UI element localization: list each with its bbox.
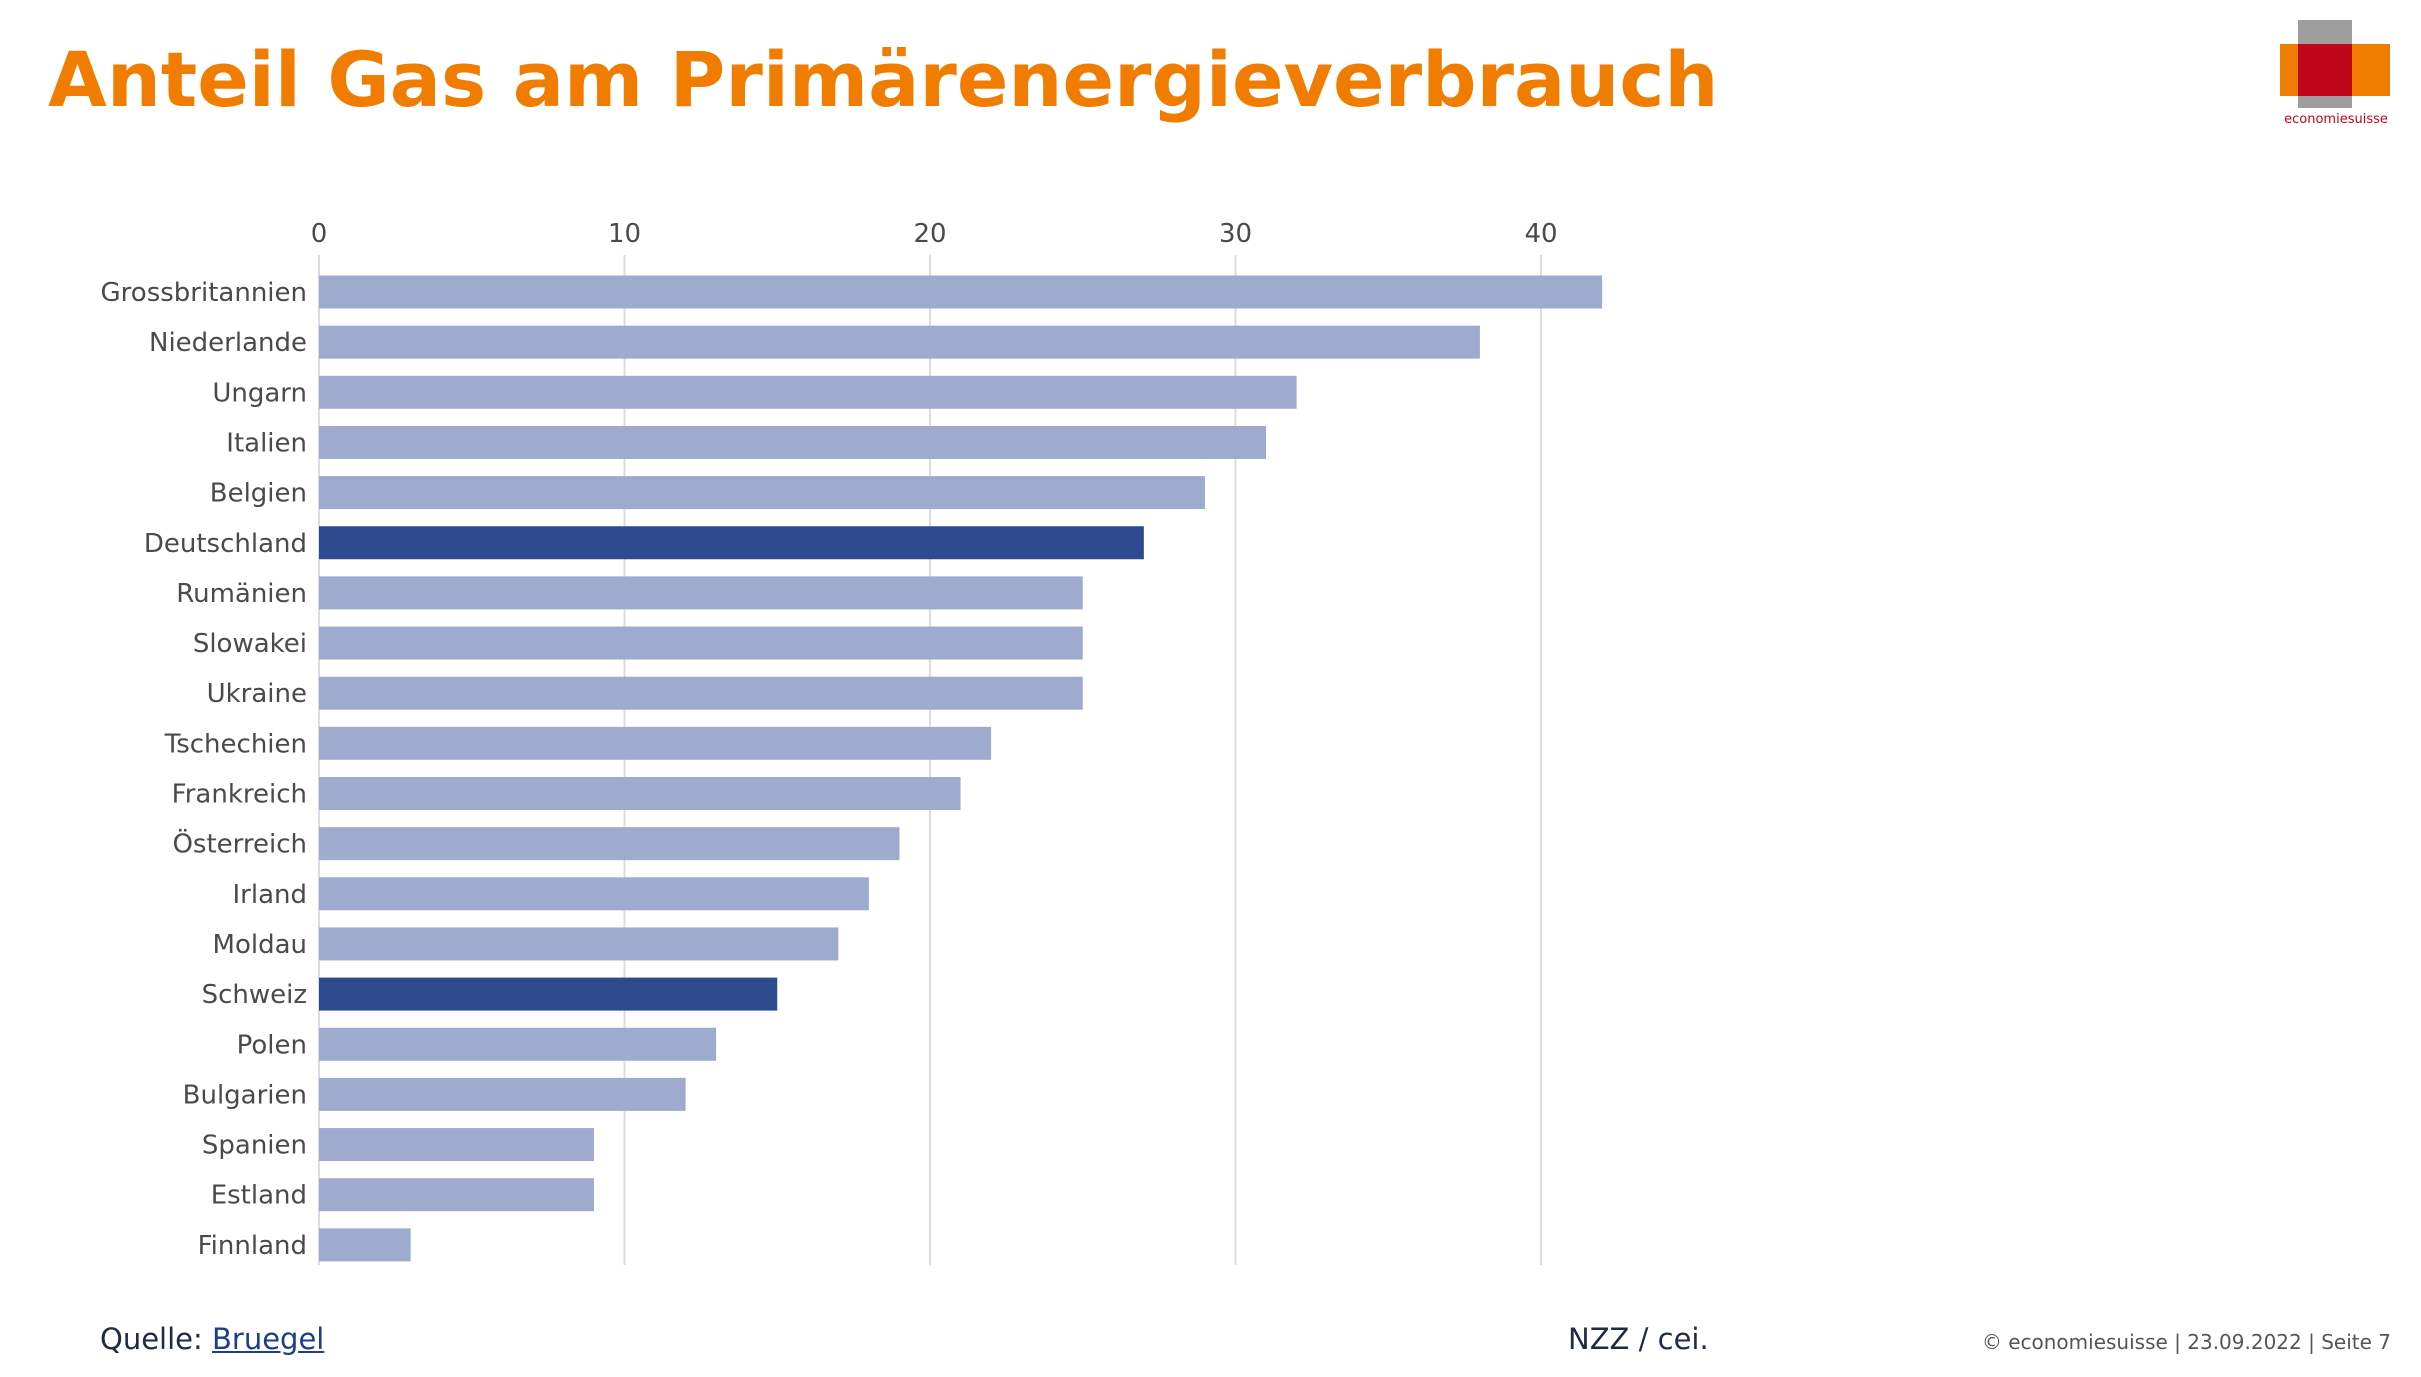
category-label: Moldau: [213, 930, 307, 960]
x-tick-label: 30: [1219, 219, 1252, 249]
category-label: Niederlande: [149, 328, 307, 358]
category-label: Rumänien: [176, 579, 307, 609]
category-label: Belgien: [210, 479, 307, 509]
bar: [319, 476, 1205, 510]
bar: [319, 626, 1083, 660]
bar: [319, 425, 1267, 459]
category-label: Österreich: [172, 828, 307, 860]
x-tick-label: 10: [608, 219, 641, 249]
bar: [319, 676, 1083, 710]
source-label: Quelle:: [100, 1322, 203, 1356]
bar: [319, 576, 1083, 610]
category-label: Slowakei: [193, 629, 307, 659]
bar: [319, 526, 1144, 560]
category-label: Ukraine: [207, 679, 307, 709]
bar: [319, 1077, 686, 1111]
category-label: Spanien: [202, 1131, 307, 1161]
bar: [319, 375, 1297, 409]
bar: [319, 777, 961, 810]
bar: [319, 325, 1480, 359]
category-label: Finnland: [198, 1231, 307, 1261]
tick-labels: 0 10 20 30 40: [311, 219, 1558, 249]
bar: [319, 1178, 594, 1212]
bar: [319, 927, 839, 961]
bar: [319, 275, 1603, 309]
bar: [319, 1027, 717, 1061]
category-label: Grossbritannien: [101, 278, 307, 308]
x-tick-label: 40: [1524, 219, 1557, 249]
category-label: Bulgarien: [183, 1080, 307, 1110]
category-label: Estland: [211, 1181, 307, 1211]
category-label: Schweiz: [202, 980, 307, 1010]
x-tick-label: 0: [311, 219, 328, 249]
category-label: Irland: [233, 880, 308, 910]
category-label: Tschechien: [164, 729, 307, 759]
source-link[interactable]: Bruegel: [212, 1322, 325, 1356]
x-tick-label: 20: [913, 219, 946, 249]
page-title: Anteil Gas am Primärenergieverbrauch: [48, 35, 1719, 124]
bar: [319, 1128, 594, 1162]
category-label: Frankreich: [172, 780, 307, 810]
bar: [319, 1228, 411, 1262]
footer-copyright: © economiesuisse | 23.09.2022 | Seite 7: [1981, 1330, 2391, 1354]
category-labels: Grossbritannien Niederlande Ungarn Italien B…: [101, 278, 307, 1261]
logo-red-block: [2298, 44, 2352, 96]
category-label: Deutschland: [144, 529, 307, 559]
bar: [319, 977, 778, 1011]
bar: [319, 726, 992, 760]
economiesuisse-logo: economiesuisse: [2280, 20, 2392, 132]
bar: [319, 877, 869, 911]
footer-credit: NZZ / cei.: [1568, 1322, 1709, 1356]
footer-source: Quelle: Bruegel: [100, 1322, 324, 1356]
bars: [319, 275, 1603, 1262]
category-label: Ungarn: [212, 378, 307, 408]
bar: [319, 827, 900, 861]
category-label: Italien: [226, 428, 307, 458]
category-label: Polen: [237, 1030, 307, 1060]
logo-text: economiesuisse: [2284, 112, 2388, 127]
